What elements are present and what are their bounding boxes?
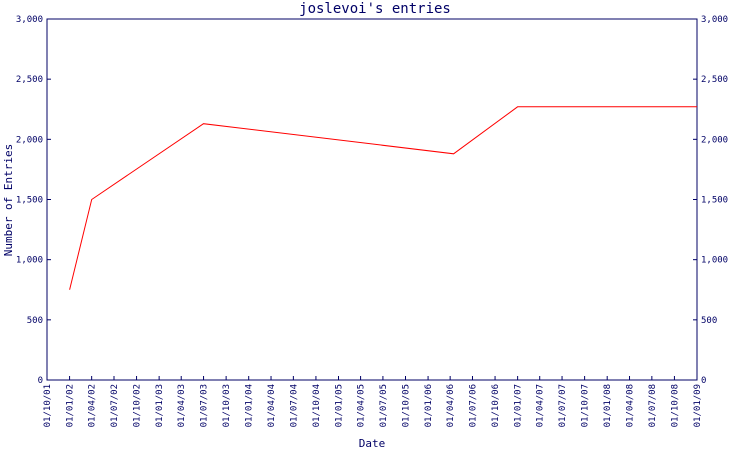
- x-tick-label: 01/01/05: [335, 384, 345, 427]
- x-tick-label: 01/07/06: [468, 384, 478, 427]
- x-tick-label: 01/01/03: [155, 384, 165, 427]
- plot-area: [46, 18, 698, 381]
- y-axis-left: 0 500 1,000 1,500 2,000 2,500 3,000: [16, 15, 51, 386]
- x-axis-label: Date: [359, 437, 386, 450]
- x-tick-label: 01/04/05: [357, 384, 367, 427]
- x-tick-label: 01/01/02: [66, 384, 76, 427]
- x-tick-label: 01/01/08: [603, 384, 613, 427]
- x-tick-label: 01/07/03: [200, 384, 210, 427]
- x-tick-label: 01/04/07: [536, 384, 546, 427]
- y-tick-label: 1,500: [701, 196, 728, 206]
- x-tick-label: 01/10/03: [222, 384, 232, 427]
- x-tick-label: 01/07/05: [379, 384, 389, 427]
- x-tick-label: 01/04/08: [626, 384, 636, 427]
- y-axis-label: Number of Entries: [2, 144, 15, 257]
- x-tick-label: 01/10/04: [312, 384, 322, 427]
- y-tick-label: 1,000: [701, 256, 728, 266]
- x-tick-label: 01/07/02: [110, 384, 120, 427]
- x-tick-label: 01/04/03: [177, 384, 187, 427]
- x-tick-label: 01/10/05: [401, 384, 411, 427]
- y-tick-label: 3,000: [16, 15, 43, 25]
- chart-title: joslevoi's entries: [299, 1, 451, 17]
- x-tick-label: 01/10/02: [133, 384, 143, 427]
- y-axis-right: 0 500 1,000 1,500 2,000 2,500 3,000: [693, 15, 728, 386]
- x-tick-label: 01/01/07: [514, 384, 524, 427]
- x-tick-label: 01/10/08: [670, 384, 680, 427]
- x-tick-label: 01/07/07: [558, 384, 568, 427]
- x-tick-label: 01/07/04: [289, 384, 299, 427]
- x-tick-label: 01/01/06: [424, 384, 434, 427]
- x-tick-label: 01/07/08: [648, 384, 658, 427]
- y-tick-label: 2,000: [701, 135, 728, 145]
- y-tick-label: 500: [701, 316, 717, 326]
- x-tick-label: 01/04/06: [446, 384, 456, 427]
- y-tick-label: 1,500: [16, 196, 43, 206]
- y-tick-label: 3,000: [701, 15, 728, 25]
- x-tick-label: 01/04/04: [267, 384, 277, 427]
- y-tick-label: 2,000: [16, 135, 43, 145]
- y-tick-label: 2,500: [16, 75, 43, 85]
- series-group: [69, 106, 697, 290]
- y-tick-label: 2,500: [701, 75, 728, 85]
- x-tick-label: 01/01/04: [245, 384, 255, 427]
- y-tick-label: 1,000: [16, 256, 43, 266]
- x-tick-label: 01/10/07: [581, 384, 591, 427]
- x-tick-label: 01/10/06: [491, 384, 501, 427]
- y-tick-label: 0: [38, 376, 43, 386]
- x-axis: 01/10/01 01/01/02 01/04/02 01/07/02 01/10/02…: [43, 376, 703, 427]
- x-tick-label: 01/01/09: [693, 384, 703, 427]
- x-tick-label: 01/04/02: [88, 384, 98, 427]
- x-tick-label: 01/10/01: [43, 384, 53, 427]
- y-tick-label: 500: [27, 316, 43, 326]
- series-line: [69, 106, 697, 290]
- y-tick-label: 0: [701, 376, 706, 386]
